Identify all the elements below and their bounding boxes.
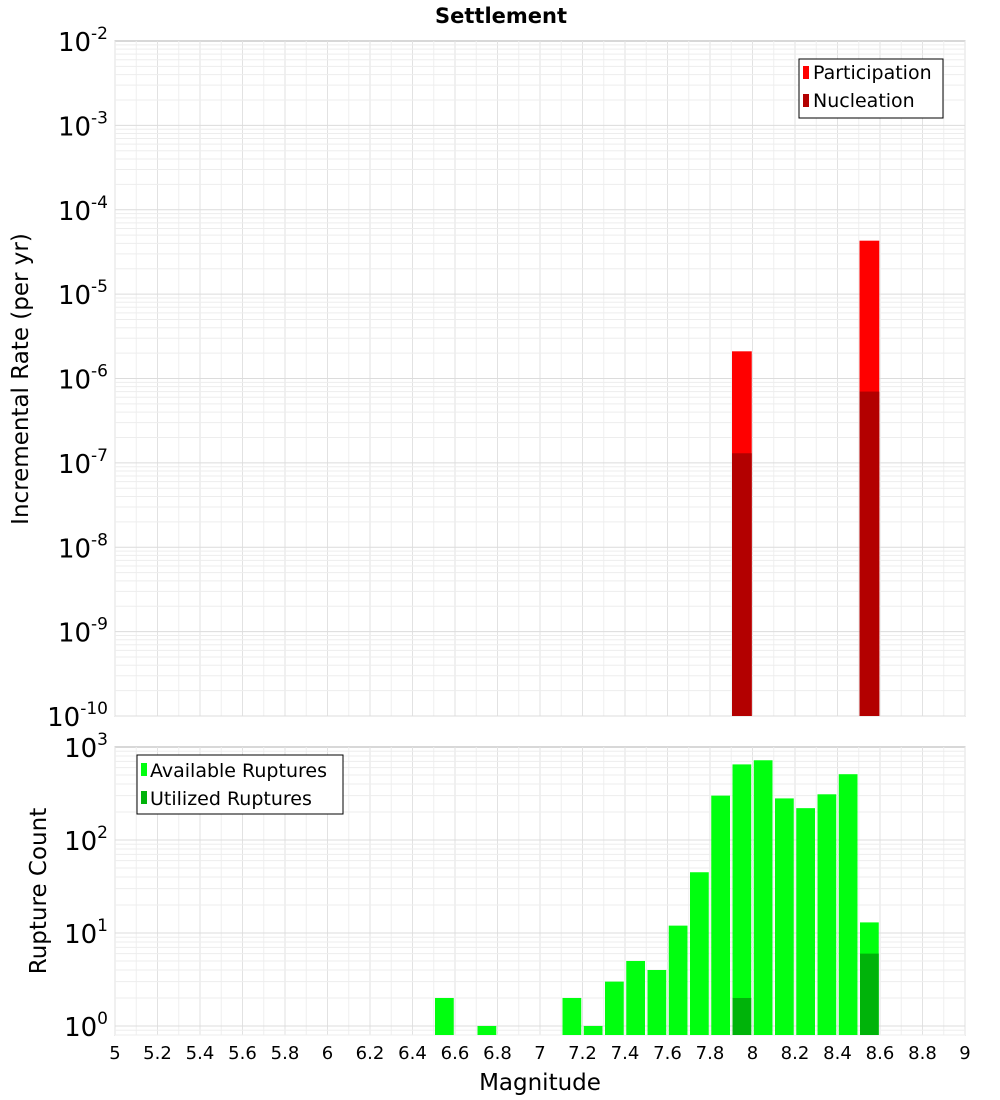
legend-label-participation: Participation	[813, 62, 932, 84]
bar-available-ruptures	[753, 760, 773, 1035]
x-tick-label: 7	[534, 1043, 545, 1064]
top-bars	[732, 240, 880, 717]
y-tick-label: 10-7	[58, 446, 108, 480]
bar-available-ruptures	[796, 808, 815, 1035]
x-tick-label: 8.4	[823, 1043, 852, 1064]
bar-available-ruptures	[817, 794, 837, 1035]
top-y-axis-label: Incremental Rate (per yr)	[8, 233, 34, 525]
bar-available-ruptures	[647, 969, 667, 1035]
x-tick-label: 8.2	[781, 1043, 810, 1064]
legend-swatch-nucleation	[803, 94, 809, 107]
x-tick-label: 8.6	[866, 1043, 895, 1064]
top-legend: Participation Nucleation	[798, 58, 944, 119]
x-tick-label: 6.4	[398, 1043, 427, 1064]
x-tick-label: 5.2	[143, 1043, 172, 1064]
x-tick-label: 8.8	[908, 1043, 937, 1064]
y-tick-label: 10-2	[58, 24, 108, 58]
x-tick-label: 5.6	[228, 1043, 257, 1064]
x-tick-label: 6.8	[483, 1043, 512, 1064]
top-y-tick-labels: 10-10 10-9 10-8 10-7 10-6 10-5 10-4 10-3 10-2	[47, 24, 108, 733]
bar-available-ruptures	[605, 981, 624, 1035]
y-tick-label: 10-5	[58, 277, 108, 311]
x-tick-label: 7.2	[568, 1043, 597, 1064]
x-tick-label: 7.6	[653, 1043, 682, 1064]
legend-label-utilized-ruptures: Utilized Ruptures	[150, 788, 312, 810]
legend-label-available-ruptures: Available Ruptures	[150, 760, 327, 782]
x-tick-label: 6.2	[356, 1043, 385, 1064]
legend-swatch-participation	[803, 66, 809, 79]
bar-nucleation	[732, 453, 752, 716]
bottom-bars	[435, 760, 879, 1035]
bar-available-ruptures	[668, 925, 688, 1035]
legend-swatch-available-ruptures	[141, 763, 147, 776]
x-tick-label: 6.6	[441, 1043, 470, 1064]
y-tick-label: 10-3	[58, 108, 108, 142]
y-tick-label: 102	[64, 823, 108, 857]
x-tick-label: 5.4	[186, 1043, 215, 1064]
bottom-legend: Available Ruptures Utilized Ruptures	[136, 754, 344, 815]
bar-available-ruptures	[690, 872, 709, 1035]
top-legend-box	[798, 58, 944, 119]
bar-available-ruptures	[838, 774, 858, 1035]
legend-swatch-utilized-ruptures	[141, 791, 147, 804]
y-tick-label: 10-8	[58, 530, 108, 564]
bottom-legend-box	[136, 754, 344, 815]
bar-available-ruptures	[732, 764, 752, 1035]
x-tick-label: 5	[109, 1043, 120, 1064]
y-tick-label: 101	[64, 916, 108, 950]
bar-available-ruptures	[583, 1025, 603, 1035]
x-tick-label: 5.8	[271, 1043, 300, 1064]
bar-nucleation	[859, 391, 880, 716]
chart-title: Settlement	[435, 4, 567, 28]
y-tick-label: 10-6	[58, 362, 108, 396]
x-tick-label: 7.8	[696, 1043, 725, 1064]
bar-available-ruptures	[775, 798, 794, 1035]
x-axis-label: Magnitude	[479, 1070, 601, 1096]
x-tick-label: 6	[322, 1043, 333, 1064]
x-tick-labels: 5 5.2 5.4 5.6 5.8 6 6.2 6.4 6.6 6.8 7 7.2 7.4 7.6 7.8 8…	[109, 1043, 970, 1064]
y-tick-label: 10-4	[58, 193, 108, 227]
bar-available-ruptures	[626, 960, 645, 1035]
y-tick-label: 100	[64, 1009, 108, 1043]
bar-available-ruptures	[562, 997, 582, 1035]
x-tick-label: 9	[959, 1043, 970, 1064]
legend-label-nucleation: Nucleation	[813, 90, 915, 112]
x-tick-label: 8	[747, 1043, 758, 1064]
y-tick-label: 10-9	[58, 615, 108, 649]
y-tick-label: 103	[64, 730, 108, 764]
bottom-y-axis-label: Rupture Count	[26, 808, 52, 974]
y-tick-label: 10-10	[47, 699, 108, 733]
top-grid	[114, 41, 966, 717]
bar-available-ruptures	[435, 997, 454, 1035]
bar-available-ruptures	[711, 795, 730, 1035]
bar-utilized-ruptures	[732, 997, 752, 1035]
x-tick-label: 7.4	[611, 1043, 640, 1064]
bar-utilized-ruptures	[860, 953, 879, 1035]
bottom-y-tick-labels: 100 101 102 103	[64, 730, 108, 1043]
bar-available-ruptures	[477, 1025, 497, 1035]
